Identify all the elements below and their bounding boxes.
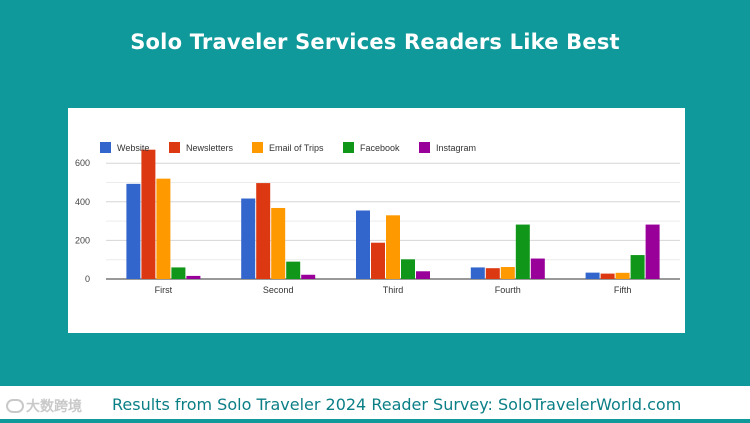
bar-newsletters: [371, 242, 385, 279]
legend-label: Instagram: [436, 143, 476, 153]
bar-facebook: [171, 267, 186, 279]
page-title: Solo Traveler Services Readers Like Best: [130, 30, 620, 54]
bar-email-of-trips: [500, 267, 515, 279]
bar-newsletters: [256, 183, 271, 279]
footer-accent-line: [0, 419, 750, 423]
bar-website: [126, 183, 141, 279]
bar-email-of-trips: [615, 272, 630, 279]
legend-swatch: [100, 142, 111, 153]
bar-facebook: [630, 255, 645, 279]
x-tick-label: Second: [263, 285, 294, 295]
bar-facebook: [515, 224, 530, 279]
watermark-logo: 大数跨境: [6, 396, 82, 416]
x-tick-label: First: [155, 285, 173, 295]
y-tick-label: 0: [85, 274, 90, 284]
x-tick-label: Third: [383, 285, 404, 295]
chart-panel: 0 200 400 600 First Second Third Fourth Fifth Web…: [68, 108, 685, 333]
x-tick-label: Fifth: [614, 285, 632, 295]
legend-swatch: [169, 142, 180, 153]
y-tick-label: 400: [75, 197, 90, 207]
legend-swatch: [343, 142, 354, 153]
x-tick-label: Fourth: [495, 285, 521, 295]
legend-label: Email of Trips: [269, 143, 324, 153]
bar-facebook: [401, 259, 415, 279]
legend-label: Website: [117, 143, 149, 153]
legend-label: Newsletters: [186, 143, 234, 153]
footer-caption: Results from Solo Traveler 2024 Reader S…: [112, 395, 682, 414]
bar-instagram: [186, 275, 201, 279]
bar-instagram: [416, 271, 430, 279]
bar-newsletters: [141, 149, 156, 279]
legend-swatch: [419, 142, 430, 153]
bar-chart: 0 200 400 600 First Second Third Fourth Fifth Web…: [75, 142, 680, 295]
bar-email-of-trips: [271, 207, 286, 279]
footer-bar: 大数跨境 Results from Solo Traveler 2024 Rea…: [0, 386, 750, 423]
bar-email-of-trips: [386, 215, 400, 279]
bar-website: [241, 198, 256, 279]
bar-instagram: [301, 274, 316, 279]
legend-swatch: [252, 142, 263, 153]
bar-newsletters: [485, 268, 500, 279]
bar-facebook: [286, 261, 301, 279]
bar-website: [585, 272, 600, 279]
bar-instagram: [530, 258, 545, 279]
bar-instagram: [645, 224, 660, 279]
bar-website: [356, 210, 370, 279]
logo-text: 大数跨境: [26, 398, 82, 414]
logo-icon: [6, 399, 24, 413]
y-tick-label: 200: [75, 235, 90, 245]
y-tick-label: 600: [75, 158, 90, 168]
bar-newsletters: [600, 273, 615, 279]
bar-website: [470, 267, 485, 279]
legend-label: Facebook: [360, 143, 400, 153]
bar-email-of-trips: [156, 178, 171, 279]
